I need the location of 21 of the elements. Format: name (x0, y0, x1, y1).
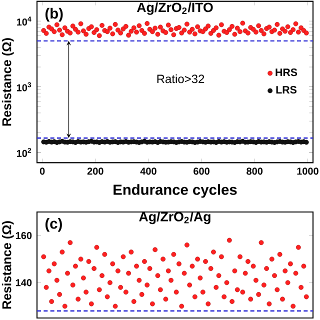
x-tick-label: 800 (246, 168, 263, 175)
annotation: (b) (45, 8, 63, 22)
x-tick-label: 400 (140, 168, 156, 175)
y-tick-label: 10$^{2}$ (16, 148, 32, 157)
y-tick-label: 10$^{3}$ (16, 82, 32, 92)
annotation: (c) (45, 218, 62, 232)
x-tick-label: 1000 (297, 168, 318, 175)
x-tick-label: 200 (87, 168, 104, 175)
legend-label: LRS (276, 86, 297, 94)
x-tick-label: 0 (40, 168, 45, 175)
chart-title: Ag/ZrO$_{2}$/ITO (136, 2, 213, 15)
y-tick-label: 10$^{4}$ (16, 16, 32, 26)
y-tick-label: 160 (16, 232, 32, 240)
y-tick-label: 140 (16, 279, 32, 286)
y-axis-title: Resistance (Ω) (2, 38, 14, 126)
legend-label: HRS (276, 68, 298, 76)
chart-title: Ag/ZrO$_{2}$/Ag (139, 212, 210, 224)
x-axis-title: Endurance cycles (114, 184, 237, 198)
x-tick-label: 600 (194, 168, 210, 175)
y-axis-title: Resistance (Ω) (2, 221, 14, 309)
annotation: Ratio>32 (157, 74, 204, 84)
